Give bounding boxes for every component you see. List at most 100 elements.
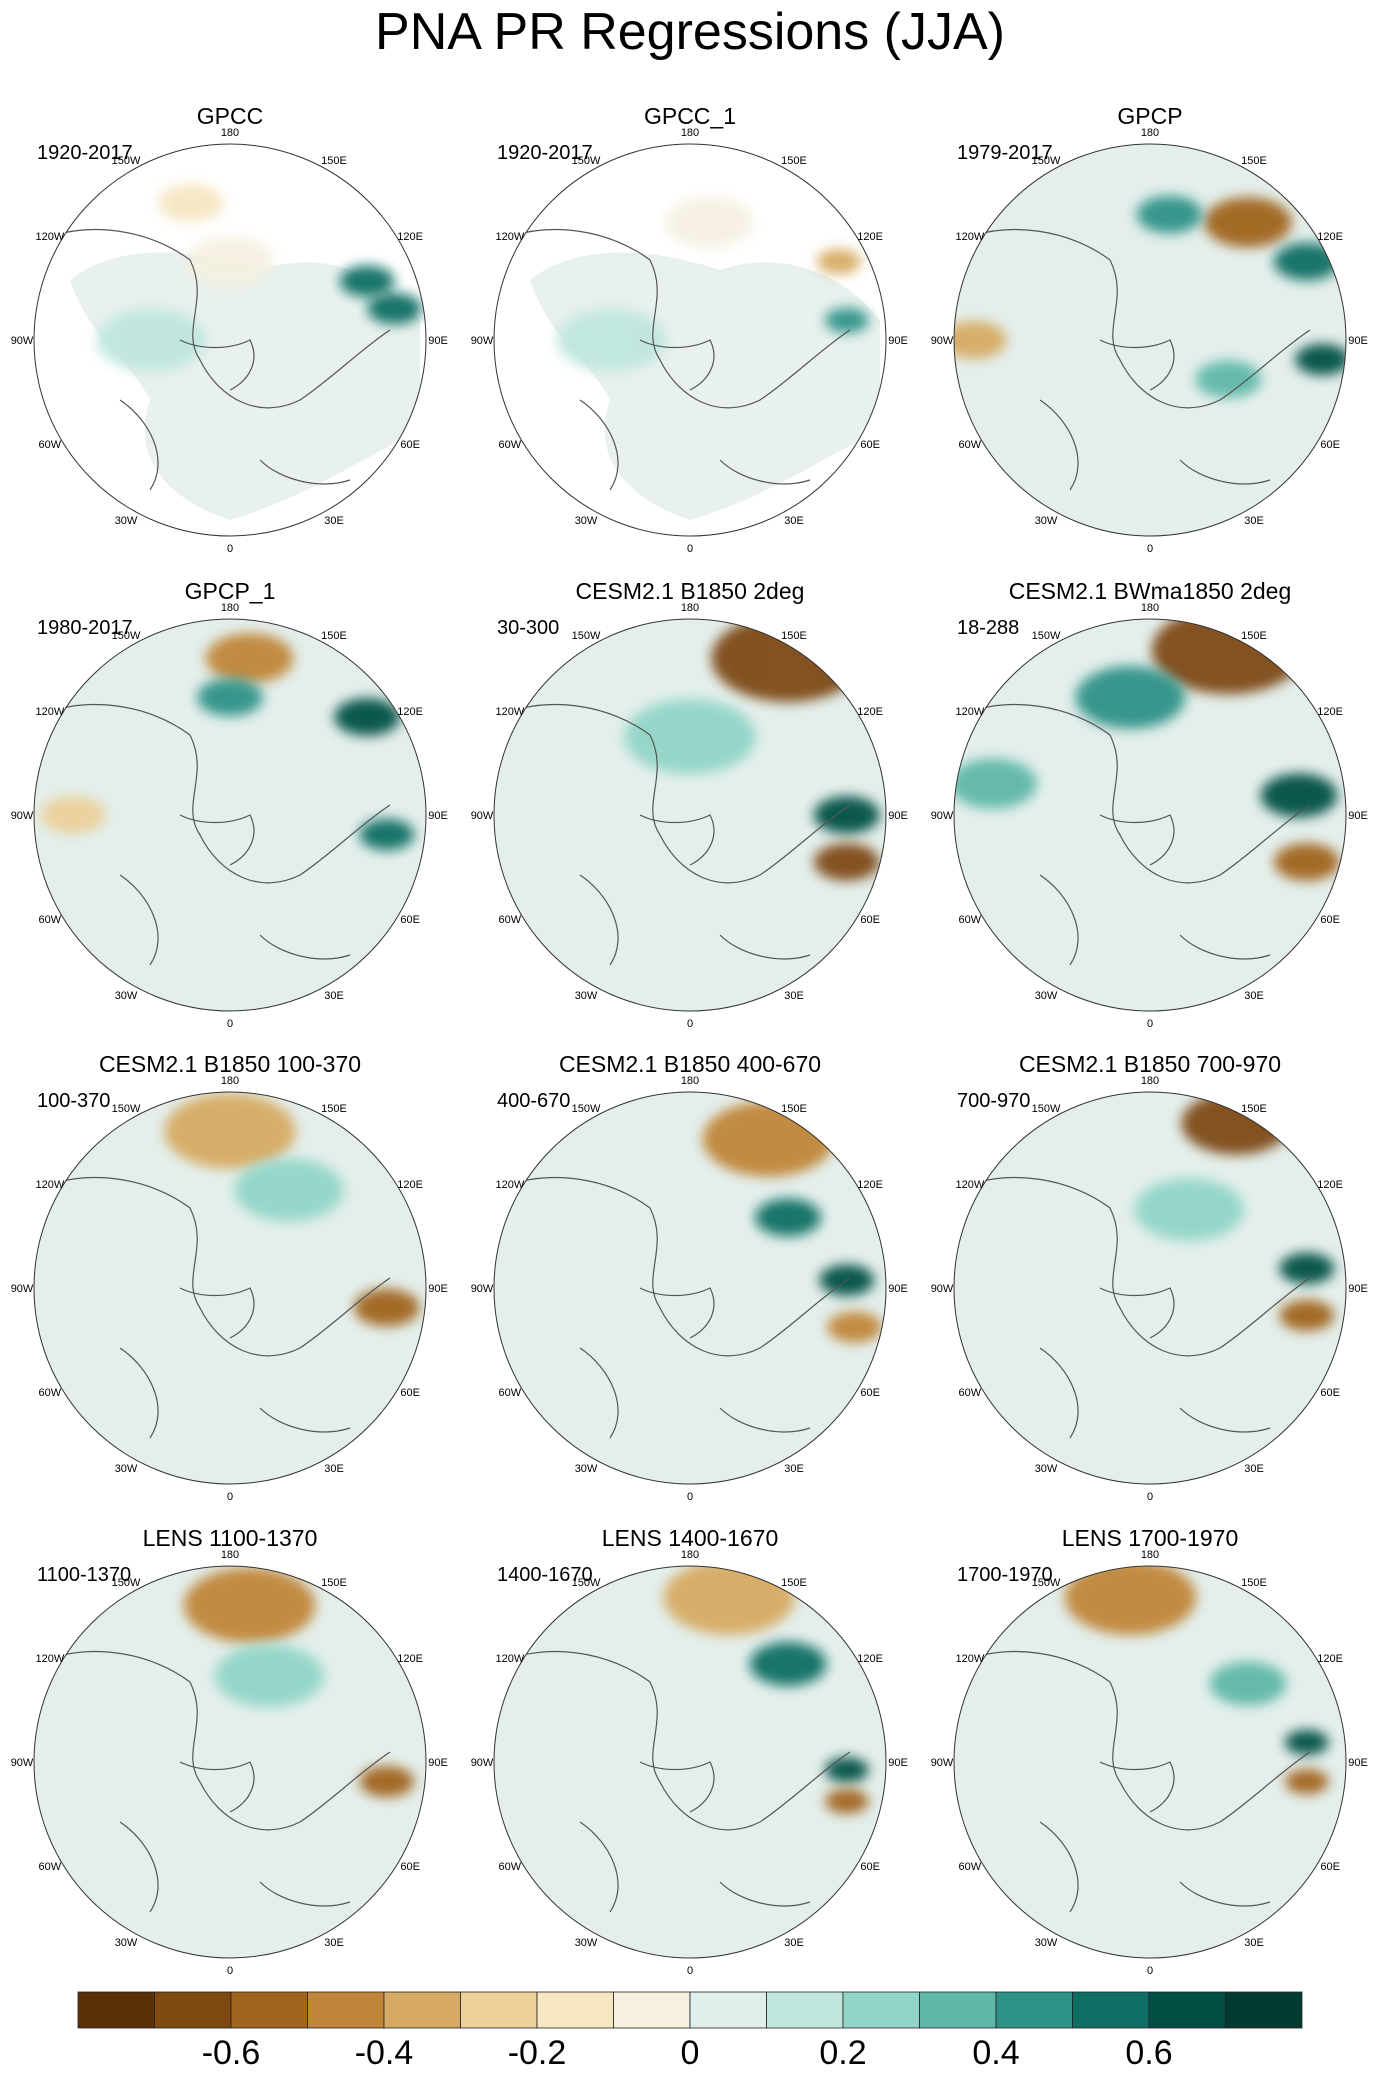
longitude-label: 0 [227, 1018, 233, 1030]
longitude-label: 120E [1317, 231, 1343, 243]
anomaly-blob-3 [1295, 343, 1346, 376]
anomaly-blob-1 [1075, 666, 1186, 729]
coastline [959, 704, 1311, 966]
longitude-label: 60E [1320, 439, 1340, 451]
coastline [39, 1651, 391, 1913]
anomaly-blob-2 [1260, 773, 1338, 818]
longitude-label: 150E [321, 1103, 347, 1115]
longitude-label: 60E [860, 1861, 880, 1873]
longitude-label: 60E [400, 1861, 420, 1873]
longitude-label: 150E [1241, 1577, 1267, 1589]
longitude-label: 90E [428, 1757, 448, 1769]
map-border [493, 143, 887, 537]
longitude-label: 30E [324, 990, 344, 1002]
map-border [33, 1091, 427, 1485]
anomaly-blob-3 [1134, 1178, 1245, 1241]
longitude-label: 120E [857, 706, 883, 718]
longitude-label: 30W [575, 990, 598, 1002]
longitude-label: 180 [681, 127, 699, 139]
longitude-label: 90E [428, 335, 448, 347]
map-border [33, 618, 427, 1012]
longitude-label: 150E [781, 155, 807, 167]
colorbar-bin-1 [154, 1991, 232, 2029]
coastline [499, 1651, 851, 1913]
panel-years: 1980-2017 [37, 617, 133, 639]
map-panel-9: 180 150E 120E 90E 60E 30E 0 30W 60W 90W 120W 150W LE… [0, 1522, 460, 1996]
longitude-label: 180 [1141, 602, 1159, 614]
panel-title: LENS 1100-1370 [142, 1525, 318, 1551]
anomaly-blob-2 [233, 1158, 344, 1222]
longitude-label: 150W [1032, 1577, 1061, 1589]
longitude-label: 30W [115, 1937, 138, 1949]
colorbar-tick-label: -0.2 [507, 2034, 567, 2072]
longitude-label: 60W [959, 439, 982, 451]
anomaly-blob-1 [824, 307, 869, 333]
coastline [959, 1651, 1311, 1913]
longitude-label: 180 [681, 602, 699, 614]
longitude-label: 0 [1147, 1491, 1153, 1503]
anomaly-blob-2 [824, 1757, 869, 1783]
longitude-label: 150E [781, 1103, 807, 1115]
panel-years: 1100-1370 [37, 1564, 132, 1586]
longitude-label: 120W [955, 1653, 984, 1665]
anomaly-blob-2 [813, 843, 880, 881]
panel-title: GPCP_1 [184, 578, 276, 604]
colorbar-bin-10 [842, 1991, 920, 2029]
longitude-label: 120E [397, 1179, 423, 1191]
map-border [33, 143, 427, 537]
anomaly-blob-3 [1273, 843, 1340, 881]
longitude-label: 150E [321, 1577, 347, 1589]
panel-years: 700-970 [957, 1090, 1031, 1112]
colorbar-bin-9 [766, 1991, 844, 2029]
anomaly-blob-1 [1279, 1252, 1335, 1285]
colorbar-bin-11 [919, 1991, 997, 2029]
longitude-label: 150E [781, 1577, 807, 1589]
anomaly-blob-0 [205, 633, 294, 684]
longitude-label: 90E [888, 1283, 908, 1295]
anomaly-blob-0 [183, 1567, 316, 1643]
anomaly-blob-2 [556, 308, 667, 372]
map-background [494, 1566, 886, 1958]
map-panel-1: 180 150E 120E 90E 60E 30E 0 30W 60W 90W 120W 150W GP… [460, 100, 920, 574]
panel-years: 400-670 [497, 1090, 571, 1112]
map-panel-2: 180 150E 120E 90E 60E 30E 0 30W 60W 90W 120W 150W GP… [920, 100, 1380, 574]
longitude-label: 120W [955, 231, 984, 243]
longitude-label: 30W [575, 1937, 598, 1949]
longitude-label: 120W [955, 1179, 984, 1191]
longitude-label: 60W [499, 1387, 522, 1399]
polar-map-2: 180 150E 120E 90E 60E 30E 0 30W 60W 90W 120W 150W [931, 127, 1368, 555]
longitude-label: 90W [931, 810, 954, 822]
panel-title: LENS 1700-1970 [1061, 1525, 1239, 1551]
longitude-label: 90E [888, 335, 908, 347]
longitude-label: 180 [221, 602, 239, 614]
longitude-label: 90W [931, 1283, 954, 1295]
longitude-label: 30W [115, 990, 138, 1002]
longitude-label: 30E [784, 1463, 804, 1475]
longitude-label: 30E [1244, 515, 1264, 527]
coastline [39, 229, 391, 491]
longitude-label: 90E [428, 810, 448, 822]
anomaly-blob-3 [827, 1311, 883, 1343]
longitude-label: 120W [495, 231, 524, 243]
panel-years: 1700-1970 [957, 1564, 1053, 1586]
panel-title: LENS 1400-1670 [601, 1525, 779, 1551]
anomaly-blob-2 [214, 1644, 325, 1708]
longitude-label: 150W [112, 630, 141, 642]
longitude-label: 150W [112, 155, 141, 167]
longitude-label: 120E [397, 706, 423, 718]
panel-title: CESM2.1 B1850 100-370 [98, 1051, 362, 1077]
polar-map-10: 180 150E 120E 90E 60E 30E 0 30W 60W 90W 120W 150W [471, 1549, 908, 1977]
longitude-label: 60E [400, 914, 420, 926]
longitude-label: 120W [955, 706, 984, 718]
anomaly-blob-1 [755, 1198, 821, 1237]
colorbar-bin-3 [307, 1991, 385, 2029]
map-panel-4: 180 150E 120E 90E 60E 30E 0 30W 60W 90W 120W 150W CE… [460, 575, 920, 1049]
longitude-label: 120W [495, 1179, 524, 1191]
longitude-label: 90W [471, 1757, 494, 1769]
polar-map-5: 180 150E 120E 90E 60E 30E 0 30W 60W 90W 120W 150W [931, 602, 1368, 1030]
longitude-label: 60E [860, 439, 880, 451]
longitude-label: 60W [959, 914, 982, 926]
longitude-label: 90W [11, 1757, 34, 1769]
polar-map-0: 180 150E 120E 90E 60E 30E 0 30W 60W 90W 120W 150W [11, 127, 448, 555]
